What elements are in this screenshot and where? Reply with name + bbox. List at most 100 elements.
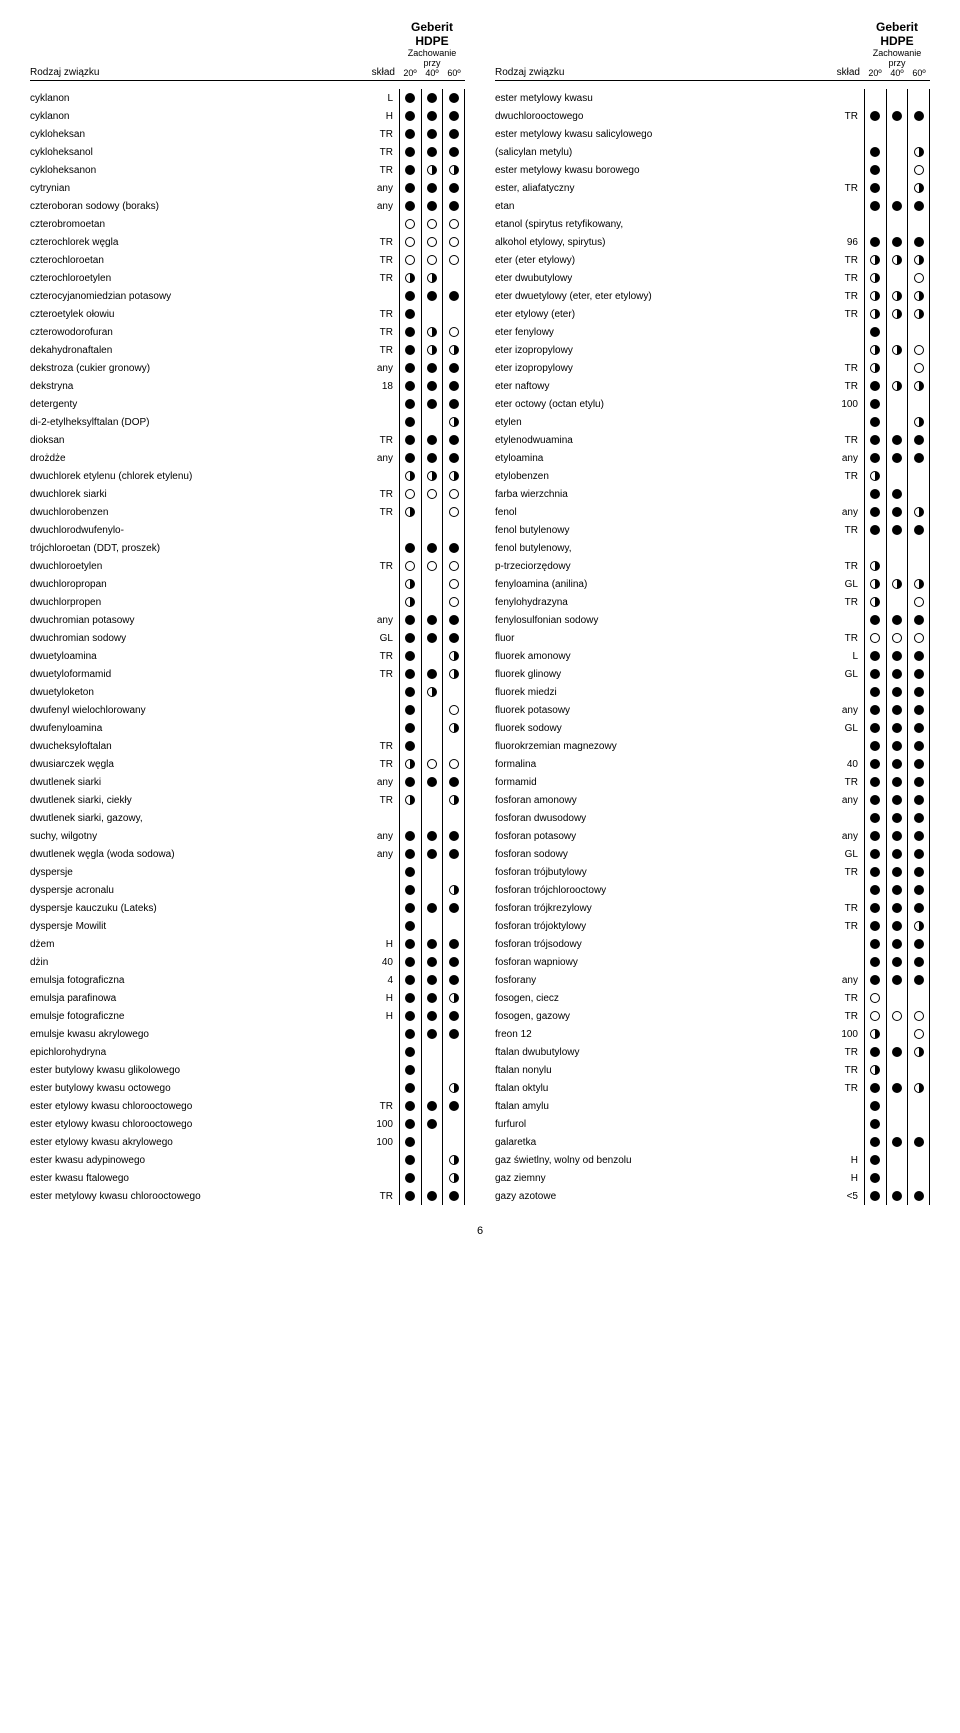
compound-name: eter dwuetylowy (eter, eter etylowy) (495, 291, 824, 302)
rating-icon (449, 993, 459, 1003)
rating-icon (914, 741, 924, 751)
symbol-cell (887, 935, 909, 953)
table-row: ester metylowy kwasu chlorooctowegoTR (30, 1187, 465, 1205)
symbol-cell (400, 1079, 422, 1097)
symbol-cell (400, 215, 422, 233)
rating-icon (914, 1029, 924, 1039)
rating-icon (405, 291, 415, 301)
symbol-cell (865, 467, 887, 485)
symbol-cell (865, 899, 887, 917)
symbol-cell (400, 287, 422, 305)
table-row: eter etylowy (eter)TR (495, 305, 930, 323)
symbol-cell (865, 629, 887, 647)
rating-icon (405, 561, 415, 571)
symbol-cell (443, 1151, 465, 1169)
rating-icon (427, 669, 437, 679)
symbol-cell (908, 359, 930, 377)
symbol-cell (443, 719, 465, 737)
symbol-cell (422, 1025, 444, 1043)
rating-icon (870, 849, 880, 859)
symbol-cell (422, 395, 444, 413)
rating-icon (892, 975, 902, 985)
symbol-group (399, 125, 465, 143)
symbol-cell (887, 359, 909, 377)
compound-name: dwuchromian sodowy (30, 633, 359, 644)
symbol-cell (400, 125, 422, 143)
rating-icon (914, 345, 924, 355)
symbol-group (864, 683, 930, 701)
symbol-group (399, 719, 465, 737)
symbol-cell (865, 161, 887, 179)
table-row: fenylohydrazynaTR (495, 593, 930, 611)
rating-icon (870, 867, 880, 877)
symbol-cell (908, 845, 930, 863)
symbol-cell (422, 215, 444, 233)
symbol-cell (400, 251, 422, 269)
compound-name: ftalan oktylu (495, 1083, 824, 1094)
rating-icon (914, 975, 924, 985)
symbol-cell (443, 1007, 465, 1025)
rating-icon (914, 291, 924, 301)
table-row: fenylosulfonian sodowy (495, 611, 930, 629)
symbol-cell (443, 1079, 465, 1097)
symbol-cell (865, 611, 887, 629)
symbol-cell (887, 575, 909, 593)
symbol-group (864, 629, 930, 647)
left-column: Rodzaj związku skład Geberit HDPE Zachow… (30, 20, 465, 1205)
table-row: dekstroza (cukier gronowy)any (30, 359, 465, 377)
rating-icon (405, 165, 415, 175)
table-row: eter izopropylowy (495, 341, 930, 359)
rating-icon (914, 633, 924, 643)
table-row: fluorek sodowyGL (495, 719, 930, 737)
rating-icon (870, 309, 880, 319)
symbol-cell (400, 773, 422, 791)
compound-name: dwuchlorpropen (30, 597, 359, 608)
symbol-cell (443, 863, 465, 881)
compound-name: ester metylowy kwasu (495, 93, 824, 104)
rating-icon (427, 993, 437, 1003)
symbol-cell (443, 107, 465, 125)
symbol-cell (865, 845, 887, 863)
symbol-group (399, 395, 465, 413)
compound-sklad: any (359, 363, 399, 374)
symbol-group (864, 557, 930, 575)
compound-name: fluorek potasowy (495, 705, 824, 716)
symbol-cell (908, 611, 930, 629)
rating-icon (427, 273, 437, 283)
rating-icon (449, 903, 459, 913)
symbol-group (399, 341, 465, 359)
symbol-group (864, 971, 930, 989)
right-header: Rodzaj związku skład Geberit HDPE Zachow… (495, 20, 930, 81)
rating-icon (405, 183, 415, 193)
symbol-cell (443, 701, 465, 719)
compound-sklad: TR (824, 1047, 864, 1058)
symbol-cell (908, 647, 930, 665)
symbol-cell (865, 485, 887, 503)
symbol-group (864, 251, 930, 269)
rating-icon (914, 1191, 924, 1201)
rating-icon (405, 597, 415, 607)
rating-icon (405, 1047, 415, 1057)
table-row: cykloheksanTR (30, 125, 465, 143)
symbol-group (399, 755, 465, 773)
symbol-cell (908, 89, 930, 107)
symbol-cell (887, 179, 909, 197)
symbol-group (864, 1007, 930, 1025)
symbol-cell (422, 917, 444, 935)
compound-name: ftalan nonylu (495, 1065, 824, 1076)
symbol-cell (908, 1025, 930, 1043)
symbol-group (399, 449, 465, 467)
rating-icon (405, 381, 415, 391)
symbol-cell (443, 935, 465, 953)
compound-name: dwuchlorek etylenu (chlorek etylenu) (30, 471, 359, 482)
symbol-group (864, 125, 930, 143)
symbol-cell (443, 359, 465, 377)
compound-name: dwuchromian potasowy (30, 615, 359, 626)
symbol-group (399, 845, 465, 863)
compound-sklad: TR (359, 147, 399, 158)
rating-icon (405, 1155, 415, 1165)
symbol-cell (908, 413, 930, 431)
symbol-cell (908, 287, 930, 305)
symbol-group (399, 1151, 465, 1169)
symbol-cell (887, 323, 909, 341)
